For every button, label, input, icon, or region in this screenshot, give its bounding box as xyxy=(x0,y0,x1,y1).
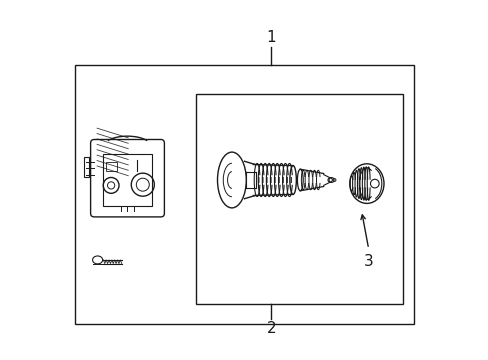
Bar xyxy=(96,151,132,175)
Bar xyxy=(196,94,402,304)
Bar xyxy=(103,154,151,206)
Text: 3: 3 xyxy=(363,254,373,269)
Text: 2: 2 xyxy=(266,321,276,336)
Text: 1: 1 xyxy=(266,30,276,45)
Bar xyxy=(84,157,89,177)
Bar xyxy=(75,65,413,324)
Bar xyxy=(106,162,117,171)
